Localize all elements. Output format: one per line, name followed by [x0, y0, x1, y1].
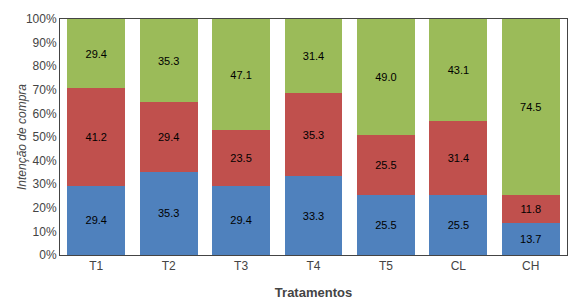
- svg-text:23.5: 23.5: [230, 152, 251, 164]
- svg-text:90%: 90%: [33, 36, 57, 50]
- svg-text:50%: 50%: [33, 130, 57, 144]
- svg-text:T1: T1: [89, 259, 103, 273]
- svg-text:Tratamentos: Tratamentos: [275, 285, 352, 300]
- svg-text:T3: T3: [234, 259, 248, 273]
- svg-text:60%: 60%: [33, 107, 57, 121]
- svg-text:25.5: 25.5: [375, 219, 396, 231]
- svg-text:74.5: 74.5: [520, 101, 541, 113]
- svg-text:20%: 20%: [33, 201, 57, 215]
- svg-text:43.1: 43.1: [448, 64, 469, 76]
- svg-text:CH: CH: [522, 259, 539, 273]
- svg-text:T2: T2: [162, 259, 176, 273]
- svg-text:Intenção de compra: Intenção de compra: [15, 84, 29, 190]
- svg-text:10%: 10%: [33, 225, 57, 239]
- svg-text:41.2: 41.2: [86, 131, 107, 143]
- svg-text:70%: 70%: [33, 83, 57, 97]
- svg-text:29.4: 29.4: [230, 214, 251, 226]
- svg-text:11.8: 11.8: [520, 203, 541, 215]
- svg-text:35.3: 35.3: [303, 129, 324, 141]
- svg-text:25.5: 25.5: [375, 159, 396, 171]
- svg-text:47.1: 47.1: [230, 69, 251, 81]
- svg-text:33.3: 33.3: [303, 210, 324, 222]
- svg-text:31.4: 31.4: [448, 152, 469, 164]
- svg-text:80%: 80%: [33, 59, 57, 73]
- svg-text:T5: T5: [379, 259, 393, 273]
- svg-text:0%: 0%: [39, 248, 57, 262]
- svg-text:30%: 30%: [33, 177, 57, 191]
- svg-text:49.0: 49.0: [375, 71, 396, 83]
- svg-text:29.4: 29.4: [86, 48, 107, 60]
- svg-text:13.7: 13.7: [520, 233, 541, 245]
- svg-text:31.4: 31.4: [303, 50, 324, 62]
- svg-text:35.3: 35.3: [158, 55, 179, 67]
- svg-text:CL: CL: [451, 259, 467, 273]
- svg-text:100%: 100%: [26, 12, 57, 26]
- svg-text:T4: T4: [306, 259, 320, 273]
- svg-text:29.4: 29.4: [86, 214, 107, 226]
- svg-text:25.5: 25.5: [448, 219, 469, 231]
- svg-text:40%: 40%: [33, 154, 57, 168]
- svg-text:29.4: 29.4: [158, 131, 179, 143]
- svg-text:35.3: 35.3: [158, 207, 179, 219]
